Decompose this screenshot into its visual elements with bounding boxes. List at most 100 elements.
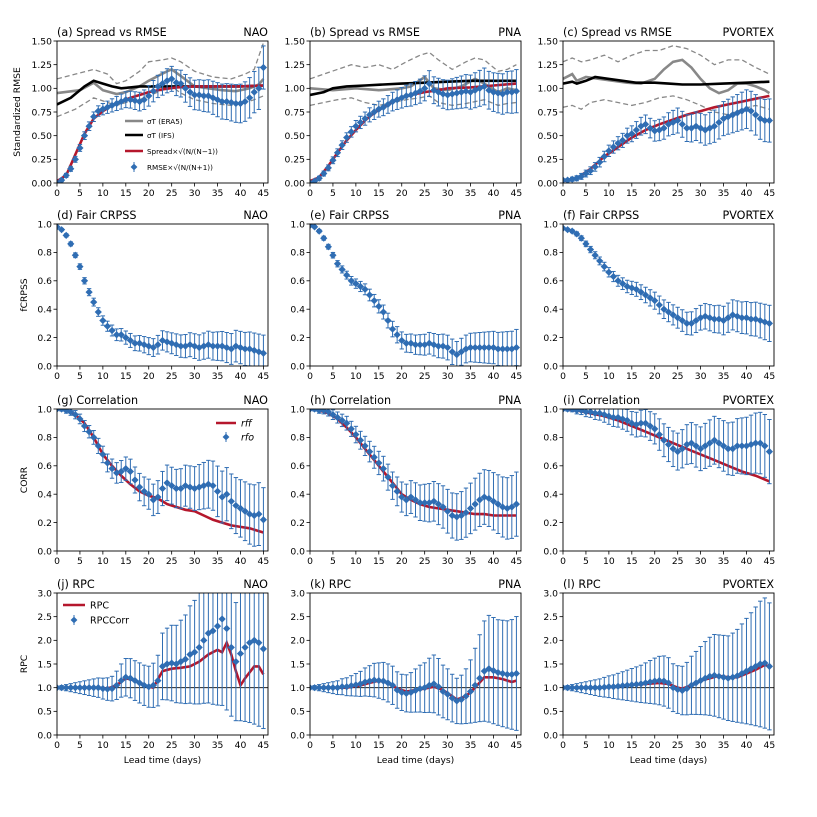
data-point bbox=[135, 483, 144, 491]
data-point bbox=[99, 450, 107, 459]
data-point bbox=[683, 124, 691, 132]
data-point bbox=[90, 433, 98, 441]
data-point bbox=[692, 122, 700, 130]
x-tick-label: 45 bbox=[511, 188, 523, 199]
series--t-era5-upper bbox=[563, 45, 770, 75]
data-point bbox=[742, 314, 751, 322]
data-point bbox=[577, 234, 585, 242]
y-tick-label: 2.5 bbox=[37, 612, 52, 623]
y-axis-label: Standardized RMSE bbox=[12, 67, 23, 157]
data-point bbox=[227, 98, 235, 107]
data-point bbox=[512, 87, 521, 95]
y-axis-label: RPC bbox=[19, 655, 30, 673]
data-point bbox=[444, 91, 452, 99]
y-tick-label: 1.0 bbox=[543, 404, 558, 415]
y-tick-label: 1.50 bbox=[538, 36, 559, 47]
data-point bbox=[218, 615, 226, 623]
data-point bbox=[508, 503, 516, 511]
data-point bbox=[568, 175, 576, 183]
data-point bbox=[71, 155, 79, 163]
y-tick-label: 1.00 bbox=[538, 84, 559, 95]
data-point bbox=[448, 694, 456, 702]
x-tick-label: 45 bbox=[511, 740, 523, 751]
x-tick-label: 25 bbox=[672, 188, 684, 199]
data-point bbox=[480, 82, 488, 91]
data-point bbox=[108, 326, 116, 335]
data-point bbox=[80, 422, 89, 430]
x-tick-label: 0 bbox=[307, 740, 313, 751]
y-tick-label: 1.0 bbox=[290, 683, 305, 694]
data-point bbox=[508, 670, 516, 679]
y-tick-label: 1.00 bbox=[285, 84, 306, 95]
data-point bbox=[747, 315, 755, 323]
data-point bbox=[586, 684, 595, 692]
data-point bbox=[375, 105, 383, 113]
data-point bbox=[379, 308, 387, 316]
data-point bbox=[678, 445, 686, 453]
data-point bbox=[117, 331, 125, 339]
data-point bbox=[706, 124, 714, 132]
data-point bbox=[241, 507, 249, 515]
data-point bbox=[632, 421, 640, 429]
data-point bbox=[94, 107, 102, 115]
data-point bbox=[457, 348, 465, 356]
data-point bbox=[499, 503, 507, 511]
x-tick-label: 15 bbox=[120, 188, 132, 199]
data-point bbox=[430, 497, 438, 505]
x-tick-label: 20 bbox=[143, 188, 155, 199]
data-point bbox=[62, 684, 70, 692]
data-point bbox=[416, 341, 424, 349]
data-point bbox=[181, 655, 190, 663]
data-point bbox=[149, 681, 157, 689]
data-point bbox=[457, 695, 465, 704]
x-tick-label: 0 bbox=[307, 188, 313, 199]
x-tick-label: 40 bbox=[741, 740, 753, 751]
panel-title: (j) RPC bbox=[57, 578, 95, 591]
series-rpccorr bbox=[563, 597, 774, 731]
y-tick-label: 0.50 bbox=[32, 131, 53, 142]
x-tick-label: 35 bbox=[465, 371, 477, 382]
data-point bbox=[122, 334, 130, 342]
data-point bbox=[434, 342, 443, 350]
data-point bbox=[586, 245, 595, 254]
x-tick-label: 35 bbox=[465, 740, 477, 751]
data-point bbox=[67, 684, 75, 692]
data-point bbox=[333, 149, 342, 157]
data-point bbox=[259, 349, 268, 357]
x-tick-label: 0 bbox=[307, 556, 313, 567]
data-point bbox=[715, 118, 723, 127]
data-point bbox=[421, 341, 429, 349]
data-point bbox=[259, 63, 268, 72]
x-tick-label: 45 bbox=[764, 556, 776, 567]
data-point bbox=[719, 115, 728, 123]
x-tick-label: 35 bbox=[718, 556, 730, 567]
panel-d: 0.0 0.2 0.4 0.6 0.8 1.0 0 5 10 15 20 25 30 35 40 45 (d) … bbox=[19, 209, 269, 382]
plot-area-h bbox=[310, 409, 521, 541]
x-tick-label: 0 bbox=[560, 188, 566, 199]
x-tick-label: 30 bbox=[189, 556, 201, 567]
data-point bbox=[632, 126, 640, 134]
data-point bbox=[209, 627, 217, 635]
data-point bbox=[512, 500, 521, 508]
data-point bbox=[320, 409, 328, 415]
axes-frame bbox=[562, 223, 775, 367]
data-point bbox=[600, 683, 608, 691]
x-tick-label: 35 bbox=[212, 740, 224, 751]
data-point bbox=[651, 127, 659, 135]
data-point bbox=[366, 111, 374, 119]
y-tick-label: 1.5 bbox=[543, 659, 558, 670]
data-point bbox=[765, 662, 774, 670]
data-point bbox=[664, 440, 673, 449]
x-tick-label: 35 bbox=[465, 188, 477, 199]
data-point bbox=[710, 315, 718, 323]
data-point bbox=[177, 342, 185, 350]
data-point bbox=[628, 284, 636, 292]
plot-area-k bbox=[310, 614, 521, 731]
axes-frame bbox=[56, 223, 269, 367]
data-point bbox=[765, 319, 774, 327]
y-tick-label: 0.4 bbox=[37, 490, 52, 501]
y-tick-label: 0.5 bbox=[290, 707, 305, 718]
data-point bbox=[375, 676, 383, 685]
x-tick-label: 0 bbox=[54, 556, 60, 567]
data-point bbox=[563, 684, 572, 692]
